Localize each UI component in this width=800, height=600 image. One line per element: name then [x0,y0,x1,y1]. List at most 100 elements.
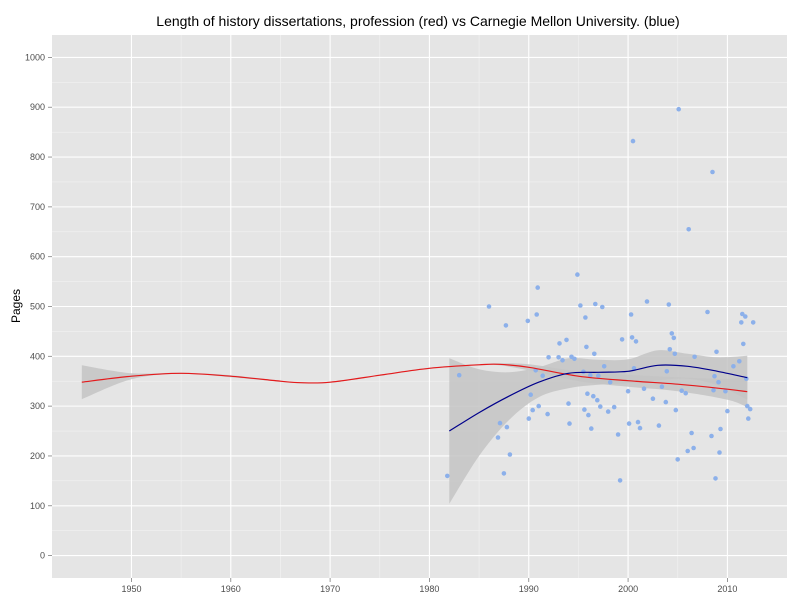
y-tick-label: 500 [30,302,45,312]
data-point [716,379,721,385]
data-point [540,373,545,379]
data-point [641,386,647,392]
data-point [747,406,753,412]
y-tick-label: 100 [30,501,45,511]
y-tick-label: 400 [30,351,45,361]
data-point [615,432,621,437]
y-tick-label: 1000 [25,52,45,62]
data-point [626,421,632,426]
y-tick-label: 200 [30,451,45,461]
smooth-lines [81,363,748,432]
data-point [526,416,532,421]
data-point [737,359,742,364]
data-point [525,318,531,324]
data-point [625,388,631,394]
data-point [504,424,510,430]
blue-smooth-line [448,364,748,432]
major-gridlines [52,35,787,578]
x-tick-label: 1960 [221,584,241,594]
data-point [584,344,589,350]
data-point [666,302,672,307]
data-point [617,478,623,483]
data-point [607,379,613,385]
data-point [683,390,688,396]
data-point [691,445,696,451]
x-tick-label: 1980 [419,584,439,594]
data-point [739,320,744,325]
data-point [601,364,607,369]
data-point [534,312,539,317]
data-point [644,299,650,304]
y-tick-label: 0 [40,551,45,561]
data-point [692,354,697,360]
data-point [673,407,679,413]
data-point [596,373,601,379]
data-point [705,309,710,315]
data-point [628,312,634,317]
data-point [669,331,675,336]
y-tick-label: 900 [30,102,45,112]
data-point [456,372,462,378]
data-point [611,404,617,410]
y-tick-label: 700 [30,202,45,212]
y-axis-ticks: 0 100 200 300 400 500 600 700 800 900 1000 [25,52,52,561]
data-point [725,408,730,414]
data-point [679,388,684,394]
y-tick-label: 800 [30,152,45,162]
data-point [637,425,643,431]
x-axis-ticks: 1950 1960 1970 1980 1990 2000 2010 [121,578,737,594]
data-point [633,339,639,344]
data-point [746,416,751,421]
data-point [501,471,507,476]
red-smooth-line [81,363,748,393]
data-point [635,419,641,425]
data-point [495,435,501,440]
data-point [564,337,569,343]
data-point [486,304,492,309]
data-point [589,426,594,431]
data-point [497,420,503,426]
data-point [535,285,540,290]
data-point [741,341,746,347]
data-point [671,335,677,341]
x-tick-label: 2010 [717,584,737,594]
data-point [585,391,590,397]
data-point [731,364,736,369]
chart-title: Length of history dissertations, profess… [156,13,680,29]
x-tick-label: 1950 [121,584,141,594]
data-points [445,106,756,483]
data-point [686,227,691,232]
data-point [630,138,636,144]
data-point [663,399,669,405]
x-tick-label: 1990 [519,584,539,594]
data-point [588,372,593,378]
data-point [556,355,561,360]
data-point [712,373,717,379]
data-point [507,452,513,457]
data-point [595,397,600,403]
data-point [689,430,694,436]
data-point [714,349,719,355]
data-point [750,320,756,325]
data-point [445,473,450,479]
data-point [530,407,535,413]
data-point [572,356,577,362]
data-point [711,387,716,393]
data-point [713,476,718,481]
y-tick-label: 300 [30,401,45,411]
data-point [672,351,678,357]
data-point [743,314,748,319]
data-point [619,337,625,342]
data-point [656,423,662,428]
data-point [718,426,723,432]
data-point [582,407,587,412]
data-point [586,412,591,418]
data-point [557,341,562,346]
data-point [650,396,656,402]
data-point [675,457,680,462]
data-point [545,411,550,417]
data-point [592,351,597,357]
data-point [600,304,605,310]
data-point [546,355,551,360]
